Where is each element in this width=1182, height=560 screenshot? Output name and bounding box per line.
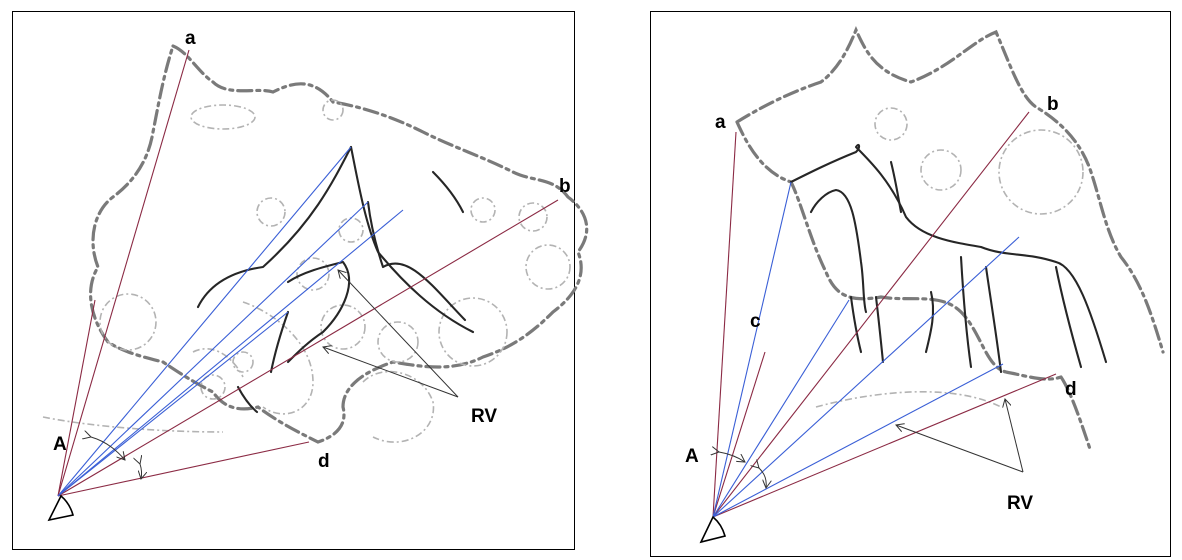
ray-blue-2 bbox=[712, 299, 850, 518]
rv-arrow bbox=[323, 347, 459, 398]
inner-shape bbox=[470, 197, 496, 223]
right-panel: a b c d A RV bbox=[650, 11, 1171, 557]
inner-shape bbox=[525, 244, 571, 290]
angle-arc-A bbox=[719, 452, 745, 462]
inner-shape bbox=[99, 293, 157, 351]
inner-shape bbox=[200, 374, 226, 400]
label-b: b bbox=[559, 176, 571, 197]
inner-shape bbox=[998, 129, 1084, 215]
engraving-line bbox=[196, 145, 353, 309]
inner-shape bbox=[815, 390, 1002, 408]
panel-outline bbox=[89, 43, 589, 444]
ray-outline bbox=[57, 299, 96, 497]
ray-blue-3 bbox=[712, 236, 1020, 518]
inner-shape bbox=[190, 104, 256, 130]
ray-b bbox=[57, 199, 559, 497]
inner-shape bbox=[920, 149, 962, 191]
engraving-line bbox=[236, 385, 259, 414]
engraving-line bbox=[889, 160, 903, 214]
label-a: a bbox=[715, 112, 726, 133]
ray-d bbox=[712, 373, 1057, 518]
right-diagram: a b c d A RV bbox=[685, 25, 1165, 544]
label-d: d bbox=[318, 451, 330, 472]
rv-arrow bbox=[338, 270, 459, 398]
inner-shape bbox=[338, 217, 364, 243]
engraving-line bbox=[959, 255, 973, 369]
engraving-line bbox=[809, 188, 868, 314]
engraving-line bbox=[286, 260, 351, 364]
inner-shape bbox=[242, 301, 314, 415]
inner-shape bbox=[874, 107, 908, 141]
engraving-line bbox=[366, 200, 467, 322]
inner-shape bbox=[232, 351, 254, 373]
ray-a bbox=[57, 49, 190, 497]
eye-icon bbox=[699, 515, 726, 544]
ray-blue-1 bbox=[57, 146, 352, 497]
engraving-line bbox=[984, 265, 1003, 374]
ray-blue-4 bbox=[712, 363, 1004, 518]
ray-a bbox=[712, 131, 737, 518]
label-A: A bbox=[685, 446, 699, 467]
engraving-line bbox=[874, 295, 885, 364]
inner-shape bbox=[377, 321, 419, 363]
rv-arrow bbox=[1005, 399, 1024, 473]
eye-icon bbox=[47, 494, 75, 522]
inner-shape bbox=[518, 202, 548, 232]
ray-b bbox=[712, 111, 1030, 518]
inner-shape bbox=[192, 348, 244, 378]
inner-shape bbox=[256, 197, 286, 227]
engraving-line bbox=[269, 310, 290, 374]
ray-c bbox=[712, 351, 766, 518]
label-A: A bbox=[53, 434, 67, 455]
label-c: c bbox=[750, 311, 761, 332]
ray-blue-4 bbox=[57, 311, 289, 497]
inner-shape bbox=[362, 370, 435, 443]
inner-shape bbox=[42, 416, 224, 433]
engraving-line bbox=[924, 290, 935, 354]
engraving-line bbox=[849, 295, 863, 354]
inner-shape bbox=[438, 297, 508, 367]
rv-arrow bbox=[896, 425, 1024, 473]
label-RV: RV bbox=[1007, 493, 1033, 514]
engraving-line bbox=[431, 170, 465, 214]
ray-d bbox=[57, 441, 310, 497]
inner-shape bbox=[322, 99, 344, 121]
inner-shape bbox=[296, 257, 330, 291]
engraving-line bbox=[789, 143, 1108, 364]
engraving-line bbox=[1054, 265, 1083, 369]
label-RV: RV bbox=[471, 406, 497, 427]
angle-arc-small bbox=[759, 468, 766, 488]
label-d: d bbox=[1065, 379, 1077, 400]
left-panel: a b d A RV bbox=[12, 11, 589, 550]
ray-blue-2 bbox=[57, 209, 404, 497]
angle-arc-small bbox=[140, 464, 142, 479]
inner-shape bbox=[320, 304, 366, 350]
label-b: b bbox=[1047, 94, 1059, 115]
label-a: a bbox=[185, 28, 196, 49]
angle-arc-A bbox=[91, 437, 125, 460]
left-diagram: a b d A RV bbox=[42, 28, 589, 522]
